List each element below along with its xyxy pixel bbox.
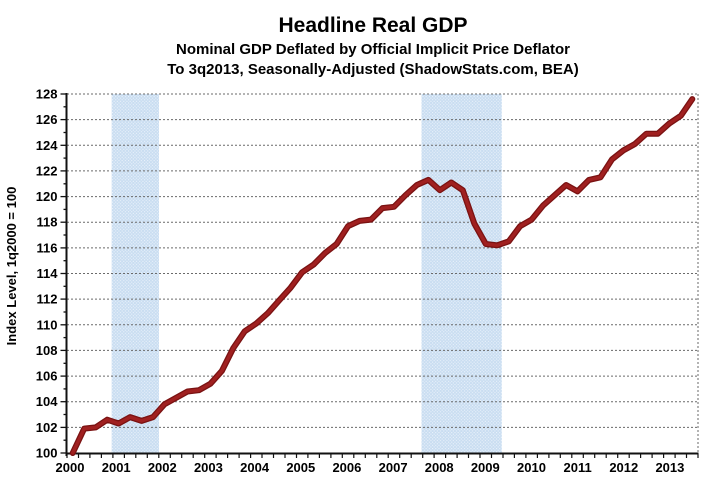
chart-subtitle-line2: To 3q2013, Seasonally-Adjusted (ShadowSt… xyxy=(167,61,578,78)
x-tick-label: 2013 xyxy=(655,460,684,475)
y-axis-title: Index Level, 1q2000 = 100 xyxy=(4,187,19,346)
y-tick-label: 100 xyxy=(36,446,58,461)
x-tick-label: 2009 xyxy=(471,460,500,475)
gdp-line xyxy=(70,97,694,455)
x-tick-label: 2012 xyxy=(609,460,638,475)
x-tick-label: 2007 xyxy=(379,460,408,475)
chart-title: Headline Real GDP xyxy=(278,14,467,37)
y-tick-label: 126 xyxy=(36,112,58,127)
x-tick-label: 2011 xyxy=(563,460,591,475)
x-tick-label: 2004 xyxy=(240,460,270,475)
x-tick-label: 2010 xyxy=(517,460,546,475)
y-tick-label: 118 xyxy=(37,215,58,230)
y-tick-label: 116 xyxy=(37,240,58,255)
x-tick-label: 2008 xyxy=(425,460,454,475)
y-tick-label: 110 xyxy=(37,317,58,332)
x-tick-label: 2006 xyxy=(332,460,361,475)
y-tick-label: 122 xyxy=(36,163,58,178)
x-tick-label: 2002 xyxy=(148,460,177,475)
y-tick-label: 112 xyxy=(37,292,58,307)
y-tick-label: 106 xyxy=(36,369,58,384)
x-tick-label: 2001 xyxy=(102,460,131,475)
y-tick-label: 128 xyxy=(36,87,58,102)
x-tick-label: 2005 xyxy=(286,460,315,475)
x-tick-label: 2000 xyxy=(56,460,85,475)
chart-subtitle-line1: Nominal GDP Deflated by Official Implici… xyxy=(176,41,570,58)
y-tick-label: 102 xyxy=(36,420,58,435)
x-tick-label: 2003 xyxy=(194,460,223,475)
y-tick-label: 120 xyxy=(36,189,58,204)
y-tick-label: 114 xyxy=(37,266,59,281)
recession-band xyxy=(421,94,502,453)
y-tick-label: 124 xyxy=(36,138,58,153)
y-tick-label: 104 xyxy=(36,394,58,409)
y-tick-label: 108 xyxy=(36,343,58,358)
